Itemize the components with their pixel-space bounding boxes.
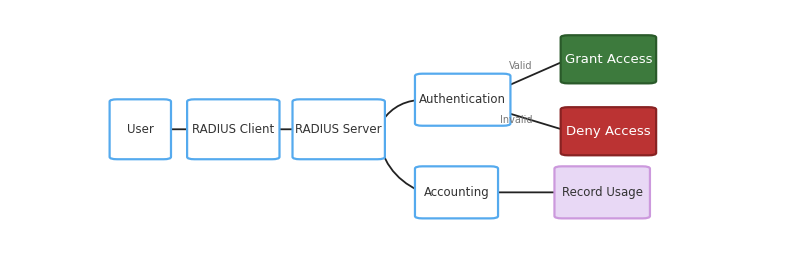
FancyBboxPatch shape [110,99,171,159]
Text: Invalid: Invalid [500,115,533,125]
Text: Valid: Valid [509,61,533,71]
Text: Authentication: Authentication [419,93,506,106]
FancyBboxPatch shape [561,107,656,155]
Text: RADIUS Client: RADIUS Client [192,123,274,136]
FancyBboxPatch shape [293,99,385,159]
Text: RADIUS Server: RADIUS Server [295,123,382,136]
Text: Accounting: Accounting [424,186,490,199]
Text: Grant Access: Grant Access [565,53,652,66]
FancyBboxPatch shape [187,99,279,159]
FancyBboxPatch shape [561,35,656,83]
FancyBboxPatch shape [554,166,650,218]
FancyBboxPatch shape [415,74,510,126]
Text: Deny Access: Deny Access [566,125,650,138]
FancyBboxPatch shape [415,166,498,218]
Text: User: User [127,123,154,136]
Text: Record Usage: Record Usage [562,186,642,199]
